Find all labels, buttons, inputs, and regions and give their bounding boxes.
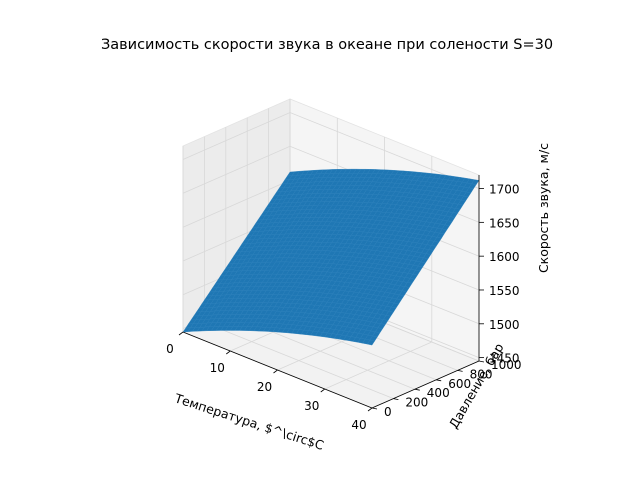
z-axis-label: Скорость звука, м/с (536, 143, 551, 273)
x-tick-mark (320, 388, 325, 393)
x-tick-mark (273, 369, 278, 374)
y-tick-label: 400 (427, 386, 450, 400)
z-tick-label: 1650 (489, 216, 520, 230)
surface-plot (182, 168, 480, 346)
y-tick-label: 200 (405, 396, 428, 410)
x-tick-mark (367, 407, 373, 412)
y-axis-line (371, 360, 480, 409)
y-tick-mark (371, 407, 378, 410)
z-tick-label: 1550 (489, 284, 520, 298)
y-tick-label: 800 (470, 367, 493, 381)
z-gridline (182, 112, 480, 189)
x-tick-label: 10 (210, 361, 225, 375)
y-tick-label: 0 (384, 405, 392, 419)
y-tick-mark (478, 360, 485, 363)
y-tick-mark (414, 388, 420, 391)
y-tick-label: 600 (448, 377, 471, 391)
axis-ticks: 0102030400200400600800100014501500155016… (166, 183, 521, 433)
x-tick-label: 40 (351, 418, 366, 432)
x-tick-mark (178, 331, 184, 336)
chart-title: Зависимость скорости звука в океане при … (101, 37, 553, 53)
z-tick-label: 1450 (489, 352, 520, 366)
z-tick-label: 1500 (489, 318, 520, 332)
z-tick-label: 1700 (489, 183, 520, 197)
x-tick-mark (226, 350, 231, 355)
x-tick-label: 30 (304, 399, 319, 413)
x-tick-label: 20 (257, 380, 272, 394)
z-tick-label: 1600 (489, 250, 520, 264)
y-tick-label: 1000 (491, 358, 522, 372)
x-tick-label: 0 (166, 342, 174, 356)
y-tick-mark (436, 379, 442, 382)
y-tick-mark (457, 370, 463, 372)
x-axis-label: Температура, $^\circ$C (172, 390, 326, 453)
y-tick-mark (393, 398, 399, 400)
